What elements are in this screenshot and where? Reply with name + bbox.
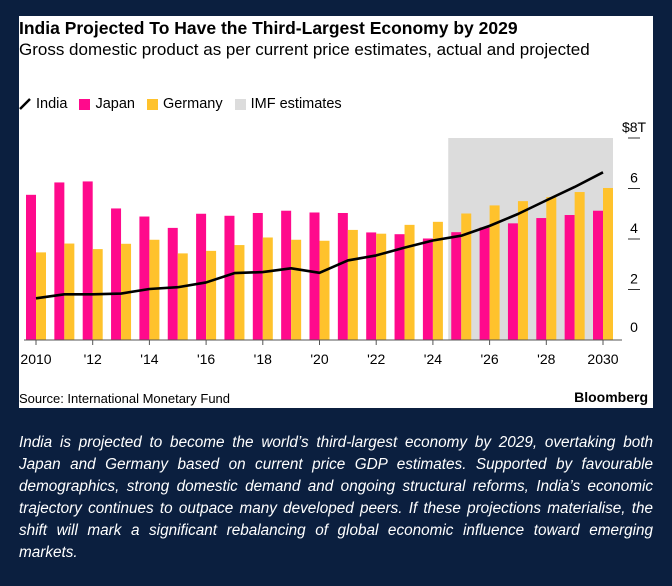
swatch-icon [146, 98, 158, 110]
bar-germany-2025 [461, 213, 472, 340]
bar-germany-2016 [206, 250, 217, 340]
bar-japan-2028 [536, 218, 547, 340]
bar-japan-2016 [196, 213, 207, 340]
x-tick-label: '16 [197, 351, 215, 367]
legend-label: IMF estimates [250, 96, 342, 112]
bar-germany-2019 [291, 239, 302, 340]
line-india [35, 171, 604, 300]
bar-japan-2023 [394, 234, 405, 340]
chart-card: 2010 '12 '14 '16 '18 '20 '22 '24 '26 '28 2030 0 2 4 6 $… [19, 16, 653, 408]
caption-text: India is projected to become the world’s… [19, 434, 653, 561]
y-tick-label: $8T [622, 119, 647, 135]
bar-japan-2029 [564, 215, 575, 340]
x-tick-label: '20 [310, 351, 328, 367]
y-tick-label: 2 [630, 271, 638, 287]
x-tick-label: '26 [480, 351, 498, 367]
bar-japan-2025 [451, 232, 462, 340]
bar-japan-2021 [337, 212, 348, 340]
x-tick-label: 2030 [587, 351, 618, 367]
swatch-icon [79, 98, 91, 110]
bar-germany-2017 [234, 245, 245, 340]
y-tick-label: 0 [630, 319, 638, 335]
bar-japan-2015 [167, 227, 178, 340]
x-tick-label: '14 [140, 351, 158, 367]
bar-japan-2026 [479, 227, 490, 340]
x-tick-label: '28 [537, 351, 555, 367]
bar-germany-2028 [546, 197, 557, 340]
chart-title: India Projected To Have the Third-Larges… [19, 18, 518, 38]
legend-label: India [36, 96, 68, 112]
chart-plot: 2010 '12 '14 '16 '18 '20 '22 '24 '26 '28 2030 0 2 4 6 $… [20, 119, 647, 367]
source-note: Source: International Monetary Fund [19, 391, 231, 406]
bar-germany-2029 [574, 192, 585, 340]
swatch-icon [234, 98, 246, 110]
bar-japan-2020 [309, 212, 320, 340]
legend-imf-estimates: IMF estimates [234, 96, 342, 112]
bar-germany-2015 [177, 253, 188, 340]
bar-japan-2011 [54, 182, 65, 340]
bar-japan-2014 [139, 216, 150, 340]
bar-japan-2018 [252, 212, 263, 340]
y-tick-label: 4 [630, 220, 638, 236]
legend-germany: Germany [146, 96, 223, 112]
bar-germany-2027 [517, 201, 528, 340]
x-tick-label: '22 [367, 351, 385, 367]
bar-germany-2023 [404, 224, 415, 340]
bar-japan-2010 [26, 194, 36, 340]
bar-germany-2030 [603, 187, 613, 340]
bar-germany-2026 [489, 205, 500, 340]
bar-japan-2022 [366, 232, 377, 340]
y-tick-label: 6 [630, 170, 638, 186]
bar-japan-2024 [422, 238, 433, 340]
legend-japan: Japan [79, 96, 135, 112]
bloomberg-logo: Bloomberg [574, 389, 648, 405]
bar-japan-2013 [111, 208, 122, 340]
bar-germany-2018 [262, 237, 273, 340]
legend-india: India [19, 96, 67, 112]
x-tick-label: '18 [254, 351, 272, 367]
bar-japan-2027 [507, 223, 518, 340]
line-icon [19, 98, 31, 110]
bar-japan-2019 [281, 210, 292, 340]
bar-japan-2017 [224, 215, 235, 340]
bar-germany-2022 [376, 233, 387, 340]
x-tick-label: 2010 [20, 351, 51, 367]
bar-germany-2020 [319, 240, 330, 340]
bar-japan-2030 [593, 210, 603, 340]
legend-label: Germany [162, 96, 223, 112]
imf-estimates-region [448, 138, 613, 340]
x-tick-label: '24 [424, 351, 442, 367]
x-tick-label: '12 [84, 351, 102, 367]
legend-label: Japan [95, 96, 135, 112]
chart-subtitle: Gross domestic product as per current pr… [19, 40, 590, 59]
legend: India Japan Germany IMF estimates [19, 96, 342, 112]
bar-japan-2012 [82, 181, 93, 340]
bar-germany-2021 [347, 229, 358, 340]
bar-germany-2010 [36, 252, 46, 340]
bar-germany-2011 [64, 243, 75, 340]
bar-germany-2024 [432, 221, 443, 340]
